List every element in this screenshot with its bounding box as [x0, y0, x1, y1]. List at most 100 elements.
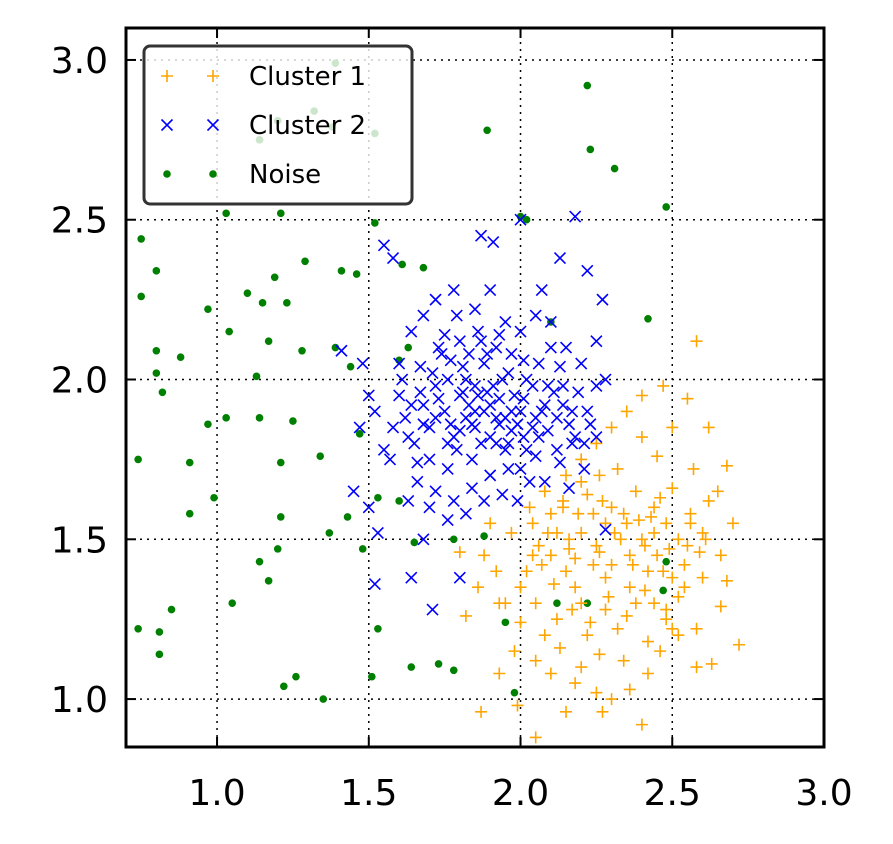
data-point [478, 494, 491, 508]
data-point [484, 517, 497, 530]
series-cluster-1 [453, 335, 746, 744]
data-point [465, 482, 479, 495]
legend-marker [160, 118, 174, 132]
data-point [575, 661, 588, 674]
data-point [499, 315, 512, 329]
data-point [648, 501, 661, 514]
data-point [481, 347, 494, 361]
data-point [651, 450, 664, 463]
data-point [645, 510, 658, 523]
data-point [508, 645, 521, 658]
data-point [450, 309, 463, 322]
data-point [572, 386, 585, 399]
data-point [578, 437, 591, 450]
data-point [629, 597, 642, 610]
data-point [393, 389, 406, 402]
data-point [602, 590, 615, 603]
data-point [605, 693, 618, 706]
data-point [480, 532, 488, 540]
data-point [225, 327, 233, 336]
data-point [222, 414, 230, 422]
data-point [575, 475, 588, 488]
data-point [453, 335, 466, 348]
data-point [499, 443, 512, 456]
data-point [538, 399, 551, 412]
data-point [678, 581, 691, 594]
data-point [726, 517, 739, 530]
data-point [575, 357, 588, 370]
data-point [569, 552, 582, 565]
data-point [335, 344, 348, 357]
data-point [405, 571, 418, 584]
data-point [620, 609, 633, 622]
data-point [623, 683, 636, 696]
data-point [590, 379, 603, 392]
data-point [578, 462, 591, 476]
data-point [583, 599, 592, 607]
data-point [270, 273, 279, 282]
data-point [398, 260, 406, 269]
data-point [264, 577, 273, 585]
data-point [459, 373, 472, 386]
data-point [456, 360, 469, 373]
data-point [222, 209, 230, 218]
data-point [386, 421, 400, 434]
data-point [441, 373, 454, 386]
data-point [393, 357, 406, 370]
data-point [532, 430, 545, 444]
data-point [550, 613, 563, 626]
data-point [514, 616, 527, 629]
data-point [487, 236, 500, 249]
data-point [493, 418, 506, 431]
data-point [635, 533, 648, 546]
data-point [459, 507, 472, 520]
data-point [358, 545, 367, 553]
legend-label: Cluster 1 [249, 62, 366, 92]
data-point [711, 485, 724, 498]
data-point [610, 164, 619, 173]
data-point [566, 405, 579, 418]
data-point [684, 517, 697, 530]
data-point [368, 405, 381, 418]
data-point [617, 654, 630, 667]
data-point [371, 219, 379, 227]
data-point [596, 494, 609, 507]
data-point [566, 437, 579, 450]
data-point [590, 335, 603, 348]
x-tick-label: 2.0 [492, 773, 549, 814]
data-point [362, 389, 375, 402]
legend-label: Cluster 2 [249, 111, 366, 141]
data-point [599, 517, 612, 530]
data-point [444, 418, 457, 431]
x-tick-label: 3.0 [795, 773, 852, 814]
data-point [581, 629, 594, 642]
data-point [453, 571, 466, 584]
data-point [276, 458, 285, 467]
data-point [417, 399, 430, 412]
data-point [432, 341, 445, 354]
data-point [137, 235, 145, 243]
data-point [541, 526, 554, 539]
data-point [590, 437, 603, 450]
data-point [666, 571, 679, 584]
data-point [273, 545, 282, 553]
data-point [514, 213, 527, 226]
data-point [623, 581, 636, 594]
data-point [553, 641, 566, 654]
data-point [441, 437, 454, 450]
data-point [447, 494, 460, 508]
data-point [662, 203, 670, 211]
data-point [690, 661, 703, 674]
data-point [584, 418, 597, 431]
data-point [484, 283, 497, 297]
data-point [419, 263, 428, 272]
data-point [593, 469, 606, 482]
legend-marker [207, 70, 219, 82]
data-point [289, 417, 297, 425]
data-point [475, 229, 488, 242]
data-point [417, 533, 430, 546]
data-point [404, 343, 413, 352]
data-point [484, 469, 497, 482]
data-point [386, 252, 400, 265]
